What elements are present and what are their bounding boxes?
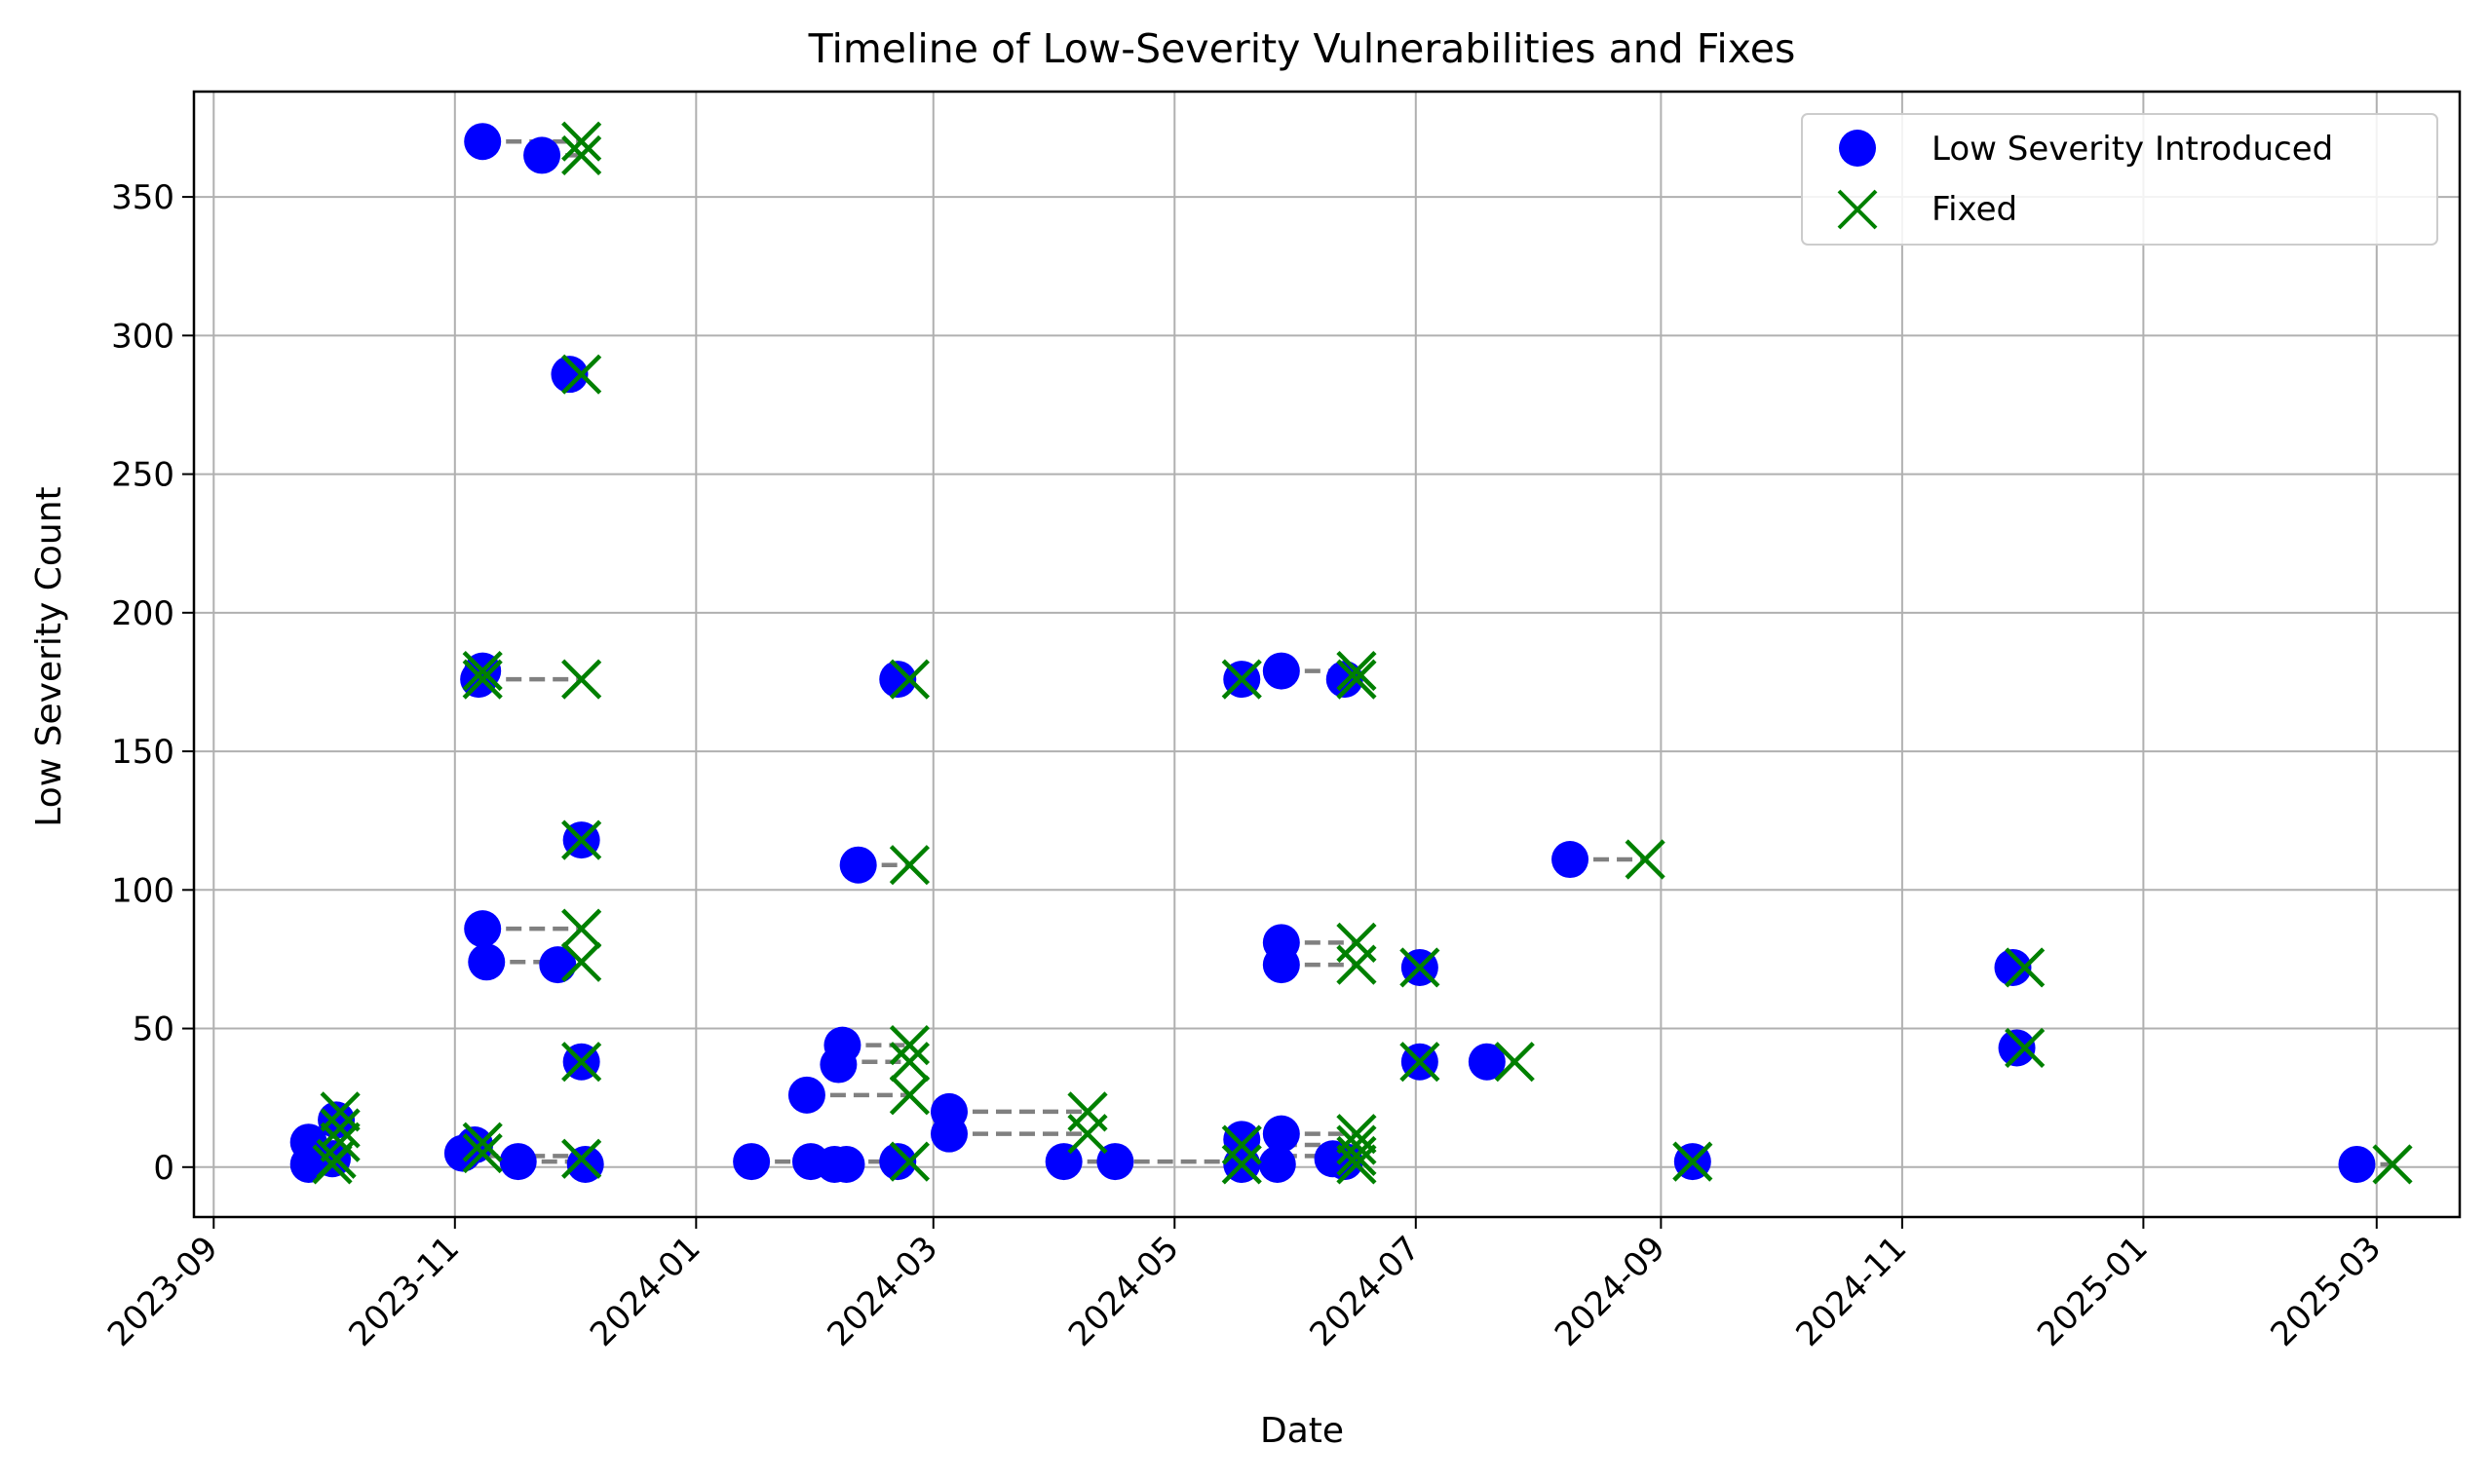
fixed-point bbox=[462, 1132, 503, 1174]
introduced-point bbox=[499, 1143, 537, 1181]
legend: Low Severity Introduced Fixed bbox=[1801, 113, 2438, 246]
introduced-point bbox=[931, 1115, 968, 1153]
introduced-point bbox=[1262, 652, 1300, 690]
fixed-point bbox=[561, 819, 602, 860]
fixed-point bbox=[320, 1122, 361, 1162]
y-axis-ticks: 0 50 100 150 200 250 300 350 bbox=[111, 178, 194, 1188]
introduced-point bbox=[1258, 1145, 1296, 1183]
introduced-point bbox=[551, 356, 589, 394]
legend-marker-fixed bbox=[1837, 189, 1878, 230]
y-tick-label: 50 bbox=[133, 1010, 174, 1049]
introduced-point bbox=[1262, 1115, 1300, 1153]
fixed-point bbox=[1399, 947, 1440, 988]
x-axis-label: Date bbox=[1260, 1411, 1344, 1451]
fixed-point bbox=[1336, 1124, 1377, 1165]
legend-box bbox=[1801, 113, 2438, 246]
fixed-point bbox=[1221, 659, 1262, 700]
introduced-point bbox=[2338, 1145, 2376, 1183]
fixed-point bbox=[561, 941, 602, 982]
fixed-point bbox=[1625, 839, 1665, 880]
fixed-point bbox=[561, 1138, 602, 1179]
data-points bbox=[289, 121, 2413, 1185]
introduced-point bbox=[879, 1143, 917, 1181]
fixed-point bbox=[312, 1144, 353, 1185]
fixed-point bbox=[561, 1042, 602, 1083]
introduced-point bbox=[733, 1143, 771, 1181]
fixed-point bbox=[320, 1091, 361, 1132]
y-tick-label: 300 bbox=[111, 317, 174, 356]
introduced-point bbox=[787, 1076, 825, 1114]
fixed-point bbox=[1399, 1042, 1440, 1083]
fixed-point bbox=[889, 845, 931, 886]
fixed-point bbox=[889, 1141, 931, 1182]
fixed-point bbox=[1336, 650, 1377, 692]
fixed-point bbox=[561, 134, 602, 176]
fixed-point bbox=[1336, 944, 1377, 985]
legend-label-introduced: Low Severity Introduced bbox=[1932, 130, 2333, 169]
plot-area-frame bbox=[192, 90, 2462, 1219]
y-tick-label: 200 bbox=[111, 594, 174, 633]
fixed-point bbox=[561, 908, 602, 949]
introduced-point bbox=[1551, 841, 1589, 879]
y-tick-label: 0 bbox=[153, 1149, 174, 1188]
y-tick-label: 100 bbox=[111, 871, 174, 910]
y-axis-label: Low Severity Count bbox=[29, 486, 69, 826]
introduced-point bbox=[464, 123, 502, 161]
fixed-point bbox=[462, 1122, 503, 1162]
fixed-point bbox=[2372, 1144, 2413, 1185]
fixed-point bbox=[889, 1075, 931, 1116]
fixed-point bbox=[2005, 947, 2046, 988]
fixed-point bbox=[1494, 1042, 1535, 1083]
legend-label-fixed: Fixed bbox=[1932, 190, 2017, 229]
fixed-point bbox=[462, 659, 503, 700]
fixed-point bbox=[889, 1025, 931, 1066]
introduced-point bbox=[468, 943, 506, 981]
legend-marker-introduced bbox=[1839, 130, 1876, 167]
fixed-point bbox=[889, 1042, 931, 1083]
introduced-point bbox=[1468, 1043, 1506, 1081]
fixed-point bbox=[1221, 1144, 1262, 1185]
y-tick-label: 150 bbox=[111, 733, 174, 772]
fixed-point bbox=[889, 659, 931, 700]
fixed-point bbox=[1336, 1144, 1377, 1185]
fixed-point bbox=[2005, 1027, 2046, 1069]
introduced-point bbox=[523, 136, 561, 174]
fixed-point bbox=[561, 121, 602, 162]
chart-title: Timeline of Low-Severity Vulnerabilities… bbox=[808, 25, 1796, 72]
fixed-point bbox=[1672, 1141, 1713, 1182]
introduced-point bbox=[1045, 1143, 1083, 1181]
fixed-point bbox=[1221, 1124, 1262, 1165]
fixed-point bbox=[1067, 1114, 1108, 1155]
introduced-point bbox=[1998, 1029, 2036, 1067]
y-tick-label: 250 bbox=[111, 456, 174, 495]
fixed-point bbox=[462, 650, 503, 692]
introduced-point bbox=[464, 910, 502, 948]
fixed-point bbox=[561, 659, 602, 700]
introduced-point bbox=[1262, 946, 1300, 984]
introduced-point bbox=[839, 846, 877, 884]
introduced-point bbox=[879, 661, 917, 699]
introduced-point bbox=[1994, 948, 2032, 986]
fixed-point bbox=[1336, 659, 1377, 700]
introduced-point bbox=[827, 1145, 865, 1183]
fixed-point bbox=[1336, 1135, 1377, 1177]
introduced-point bbox=[823, 1026, 861, 1064]
fixed-point bbox=[561, 354, 602, 395]
y-tick-label: 350 bbox=[111, 178, 174, 217]
introduced-point bbox=[314, 1140, 352, 1178]
